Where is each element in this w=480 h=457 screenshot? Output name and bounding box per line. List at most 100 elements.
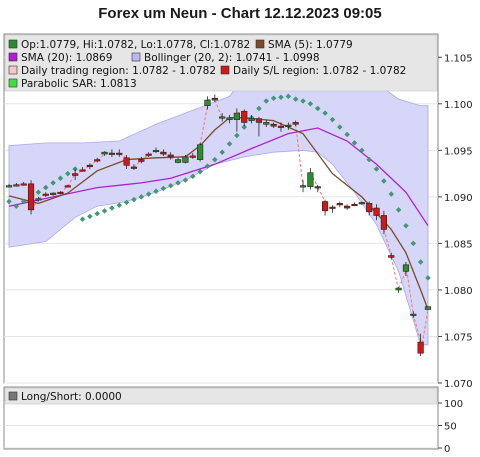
legend-label-sma20: SMA (20): 1.0869 bbox=[21, 52, 112, 64]
lower-y-tick-label-2: 100 bbox=[444, 399, 463, 410]
legend-swatch-daily-trading bbox=[8, 65, 18, 75]
sar-point-32 bbox=[241, 124, 247, 130]
candle-body-37 bbox=[277, 125, 285, 128]
sma20-line bbox=[8, 127, 429, 227]
sar-point-7 bbox=[57, 175, 64, 181]
sar-point-31 bbox=[234, 132, 240, 139]
legend-label-daily-sl: Daily S/L region: 1.0782 - 1.0782 bbox=[233, 65, 406, 77]
candle-body-24 bbox=[182, 156, 189, 163]
sar-point-8 bbox=[65, 170, 71, 177]
candle-body-14 bbox=[108, 152, 116, 155]
sar-point-12 bbox=[94, 210, 100, 217]
candle-body-30 bbox=[226, 117, 233, 120]
sar-point-19 bbox=[145, 191, 152, 197]
legend-label-sar: Parabolic SAR: 1.0813 bbox=[21, 78, 137, 90]
lower-y-axis: 0 50 100 bbox=[438, 399, 463, 455]
dash-connector-54 bbox=[398, 271, 407, 289]
sar-point-1 bbox=[13, 203, 20, 209]
candle-body-39 bbox=[292, 122, 299, 125]
candle-body-52 bbox=[388, 255, 395, 258]
sar-point-16 bbox=[123, 199, 130, 206]
legend-label-daily-trading: Daily trading region: 1.0782 - 1.0782 bbox=[21, 65, 216, 77]
sar-point-21 bbox=[160, 185, 167, 192]
lower-y-tick-label-1: 50 bbox=[444, 422, 457, 433]
sar-point-26 bbox=[197, 169, 203, 175]
sar-point-37 bbox=[278, 94, 284, 100]
candle-body-56 bbox=[417, 341, 424, 354]
sar-point-13 bbox=[101, 208, 108, 214]
sar-point-44 bbox=[329, 116, 336, 123]
candle-body-23 bbox=[174, 159, 182, 163]
sar-point-40 bbox=[300, 98, 306, 104]
sar-point-4 bbox=[35, 189, 42, 195]
candle-body-50 bbox=[373, 207, 380, 216]
dash-connector-40 bbox=[295, 124, 304, 187]
candle-body-0 bbox=[5, 185, 13, 188]
candle-body-33 bbox=[248, 118, 255, 121]
dash-connector-52 bbox=[383, 229, 392, 256]
sar-point-6 bbox=[50, 180, 56, 186]
candle-body-22 bbox=[167, 154, 174, 158]
candle-body-18 bbox=[138, 159, 145, 162]
candle-body-12 bbox=[94, 159, 101, 162]
candle-body-44 bbox=[329, 206, 336, 209]
candle-body-41 bbox=[307, 172, 314, 187]
candle-body-57 bbox=[424, 306, 432, 310]
candle-body-8 bbox=[64, 185, 71, 188]
candle-body-25 bbox=[189, 155, 196, 158]
legend-label-ohlc: Op:1.0779, Hi:1.0782, Lo:1.0778, Cl:1.07… bbox=[21, 39, 250, 51]
candle-body-45 bbox=[336, 203, 343, 206]
sar-point-39 bbox=[292, 96, 299, 102]
sar-point-18 bbox=[138, 194, 145, 200]
candle-body-4 bbox=[35, 198, 42, 201]
candle-body-1 bbox=[13, 184, 20, 187]
candle-body-43 bbox=[321, 201, 329, 212]
main-y-axis: 1.070 1.075 1.080 1.085 1.090 1.095 1.100 1.105 bbox=[438, 53, 473, 390]
dash-connector-8 bbox=[60, 185, 69, 194]
lower-legend-swatch bbox=[8, 391, 18, 401]
sar-point-54 bbox=[403, 223, 409, 229]
candle-body-15 bbox=[116, 152, 123, 155]
dash-connector-55 bbox=[405, 264, 414, 315]
legend-swatch-bollinger bbox=[131, 52, 141, 62]
sar-point-50 bbox=[373, 166, 380, 172]
sar-point-15 bbox=[116, 202, 122, 208]
sar-point-28 bbox=[212, 156, 218, 163]
sar-point-5 bbox=[43, 184, 49, 191]
candle-body-29 bbox=[219, 116, 226, 119]
candle-body-11 bbox=[86, 164, 93, 167]
sar-point-47 bbox=[351, 140, 358, 146]
candle-body-47 bbox=[351, 204, 358, 207]
sar-point-41 bbox=[307, 101, 314, 107]
y-tick-label-3: 1.085 bbox=[444, 239, 473, 250]
sar-point-30 bbox=[226, 141, 233, 147]
sar-point-45 bbox=[337, 124, 343, 130]
sar-point-46 bbox=[344, 131, 350, 138]
candle-body-28 bbox=[211, 97, 218, 101]
legend-label-sma5: SMA (5): 1.0779 bbox=[268, 39, 353, 51]
candle-body-13 bbox=[101, 151, 108, 155]
candle-body-32 bbox=[241, 110, 248, 123]
sar-point-27 bbox=[204, 163, 211, 169]
candle-body-38 bbox=[285, 124, 292, 127]
candle-body-49 bbox=[366, 203, 373, 213]
legend-label-bollinger: Bollinger (20, 2): 1.0741 - 1.0998 bbox=[144, 52, 320, 64]
candle-body-42 bbox=[314, 186, 321, 189]
lower-legend-label: Long/Short: 0.0000 bbox=[21, 391, 122, 403]
dash-connector-27 bbox=[199, 105, 209, 145]
y-tick-label-5: 1.095 bbox=[444, 146, 473, 157]
sar-point-57 bbox=[425, 275, 431, 281]
legend-swatch-sma5 bbox=[255, 39, 265, 49]
sar-point-34 bbox=[256, 105, 262, 112]
sar-point-35 bbox=[263, 98, 269, 104]
dash-connector-53 bbox=[390, 257, 400, 291]
dash-connector-29 bbox=[214, 99, 223, 118]
candle-body-54 bbox=[402, 264, 410, 272]
sar-point-20 bbox=[153, 188, 159, 194]
dash-connector-17 bbox=[126, 164, 135, 168]
y-tick-label-1: 1.075 bbox=[444, 332, 473, 343]
sar-point-10 bbox=[79, 216, 86, 222]
legend-box bbox=[4, 34, 438, 92]
candle-body-51 bbox=[380, 215, 387, 230]
